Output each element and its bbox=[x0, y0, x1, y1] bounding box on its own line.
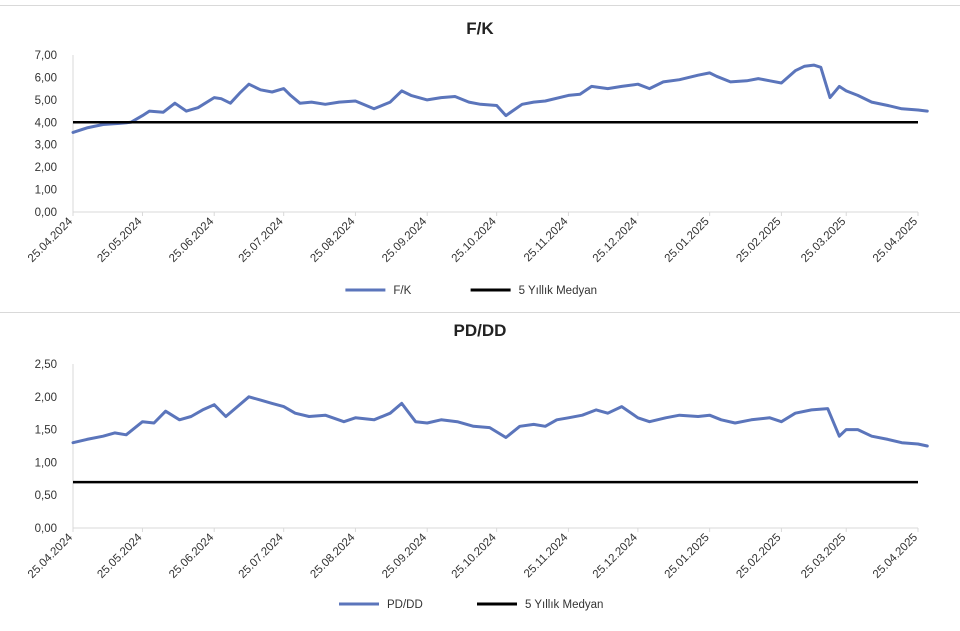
pddd-y-tick-label: 1,50 bbox=[35, 425, 57, 437]
fk-x-tick-label: 25.09.2024 bbox=[380, 215, 430, 265]
fk-x-tick-label: 25.10.2024 bbox=[450, 215, 500, 265]
pddd-chart-panel: PD/DD 0,00 0,50 1,00 1,50 2,00 2,50 25.04.2024 2… bbox=[0, 314, 960, 626]
fk-x-tick-label: 25.01.2025 bbox=[663, 216, 712, 265]
fk-legend-label: 5 Yıllık Medyan bbox=[519, 285, 597, 297]
pddd-x-tick-label: 25.04.2024 bbox=[26, 531, 76, 581]
fk-x-tick-label: 25.11.2024 bbox=[522, 215, 571, 264]
fk-y-tick-label: 6,00 bbox=[35, 72, 57, 84]
pddd-x-tick-label: 25.06.2024 bbox=[167, 531, 217, 581]
fk-chart-panel: F/K 0,00 1,00 2,00 3,00 4,00 5,00 6,00 7,00 25.04… bbox=[0, 0, 960, 310]
fk-x-tick-label: 25.06.2024 bbox=[167, 215, 217, 265]
pddd-y-tick-label: 0,00 bbox=[35, 523, 57, 535]
pddd-chart: PD/DD 0,00 0,50 1,00 1,50 2,00 2,50 25.04.2024 2… bbox=[26, 321, 929, 611]
fk-x-tick-label: 25.04.2024 bbox=[26, 215, 76, 265]
fk-x-tick-label: 25.04.2025 bbox=[871, 216, 920, 265]
pddd-x-tick-label: 25.11.2024 bbox=[522, 531, 571, 580]
pddd-series-line bbox=[71, 395, 929, 448]
fk-chart-title: F/K bbox=[466, 19, 494, 38]
pddd-legend-label: 5 Yıllık Medyan bbox=[525, 599, 603, 611]
fk-legend-label: F/K bbox=[393, 285, 411, 297]
fk-chart: F/K 0,00 1,00 2,00 3,00 4,00 5,00 6,00 7,00 25.04… bbox=[26, 19, 929, 297]
fk-y-tick-label: 4,00 bbox=[35, 117, 57, 129]
fk-y-tick-label: 2,00 bbox=[35, 162, 57, 174]
pddd-y-tick-label: 2,00 bbox=[35, 392, 57, 404]
fk-series-line bbox=[71, 63, 929, 134]
pddd-x-tick-label: 25.01.2025 bbox=[663, 532, 712, 581]
fk-x-tick-label: 25.07.2024 bbox=[237, 215, 287, 265]
fk-x-tick-label: 25.05.2024 bbox=[95, 215, 145, 265]
pddd-x-tick-label: 25.07.2024 bbox=[237, 531, 287, 581]
pddd-y-tick-label: 2,50 bbox=[35, 359, 57, 371]
pddd-y-tick-label: 0,50 bbox=[35, 490, 57, 502]
fk-y-tick-label: 1,00 bbox=[35, 185, 57, 197]
pddd-x-tick-label: 25.03.2025 bbox=[799, 532, 848, 581]
middle-divider bbox=[0, 312, 960, 313]
pddd-x-tick-label: 25.12.2024 bbox=[591, 531, 641, 581]
pddd-legend-label: PD/DD bbox=[387, 599, 423, 611]
pddd-chart-title: PD/DD bbox=[454, 321, 507, 340]
fk-y-tick-label: 7,00 bbox=[35, 50, 57, 62]
pddd-x-tick-label: 25.02.2025 bbox=[734, 532, 783, 581]
top-divider bbox=[0, 5, 960, 6]
pddd-y-tick-label: 1,00 bbox=[35, 457, 57, 469]
fk-y-tick-label: 5,00 bbox=[35, 95, 57, 107]
fk-x-tick-label: 25.12.2024 bbox=[591, 215, 641, 265]
fk-x-tick-label: 25.08.2024 bbox=[308, 215, 358, 265]
pddd-x-tick-label: 25.10.2024 bbox=[450, 531, 500, 581]
pddd-x-tick-label: 25.05.2024 bbox=[95, 531, 145, 581]
fk-y-tick-label: 3,00 bbox=[35, 140, 57, 152]
fk-x-tick-label: 25.02.2025 bbox=[734, 216, 783, 265]
pddd-x-tick-label: 25.08.2024 bbox=[308, 531, 358, 581]
pddd-x-tick-label: 25.09.2024 bbox=[380, 531, 430, 581]
fk-x-tick-label: 25.03.2025 bbox=[799, 216, 848, 265]
fk-y-tick-label: 0,00 bbox=[35, 207, 57, 219]
pddd-x-tick-label: 25.04.2025 bbox=[871, 532, 920, 581]
